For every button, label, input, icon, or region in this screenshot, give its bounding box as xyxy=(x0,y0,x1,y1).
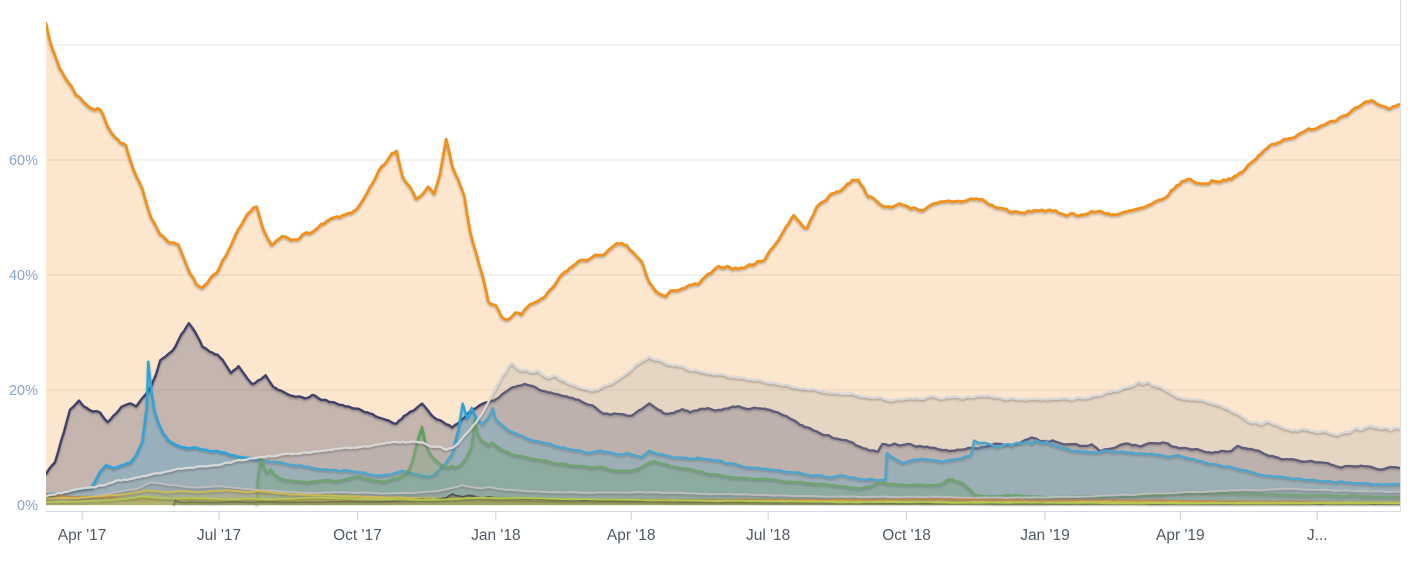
series-orange-line[interactable] xyxy=(46,22,1400,321)
series-areas[interactable] xyxy=(46,22,1400,506)
y-axis-label: 60% xyxy=(9,153,38,169)
series-green-area[interactable] xyxy=(256,419,1400,505)
x-axis-label: Apr '17 xyxy=(58,527,107,544)
y-axis-label: 0% xyxy=(17,498,38,514)
y-axis-label: 20% xyxy=(9,383,38,399)
x-axis-label: Oct '17 xyxy=(333,527,382,544)
x-axis-label: Oct '18 xyxy=(882,527,931,544)
series-light-blue-area[interactable] xyxy=(46,361,1400,505)
x-axis-label: J... xyxy=(1307,527,1328,544)
axis-labels: Apr '17 Jul '17 Oct '17 Jan '18 Apr '18 Jul '… xyxy=(9,153,1328,544)
series-dark-navy-area[interactable] xyxy=(46,323,1400,505)
x-axis-label: Apr '18 xyxy=(607,527,656,544)
x-axis-label: Jul '17 xyxy=(197,527,241,544)
gridlines xyxy=(46,44,1400,506)
series-light-gray-area[interactable] xyxy=(46,356,1400,505)
x-axis-label: Jan '18 xyxy=(471,527,521,544)
series-orange-area[interactable] xyxy=(46,23,1400,506)
series-dark-navy-line[interactable] xyxy=(46,322,1400,476)
axes xyxy=(46,0,1401,521)
x-axis-label: Jan '19 xyxy=(1020,527,1070,544)
series-black-area[interactable] xyxy=(173,494,1400,505)
series-silver-line[interactable] xyxy=(46,481,1400,501)
x-axis-label: Jul '18 xyxy=(746,527,790,544)
series-light-gray-line[interactable] xyxy=(46,355,1400,498)
x-axis-label: Apr '19 xyxy=(1156,527,1205,544)
y-axis-label: 40% xyxy=(9,268,38,284)
series-light-blue-line[interactable] xyxy=(46,360,1400,496)
series-lime-line[interactable] xyxy=(46,495,1400,505)
